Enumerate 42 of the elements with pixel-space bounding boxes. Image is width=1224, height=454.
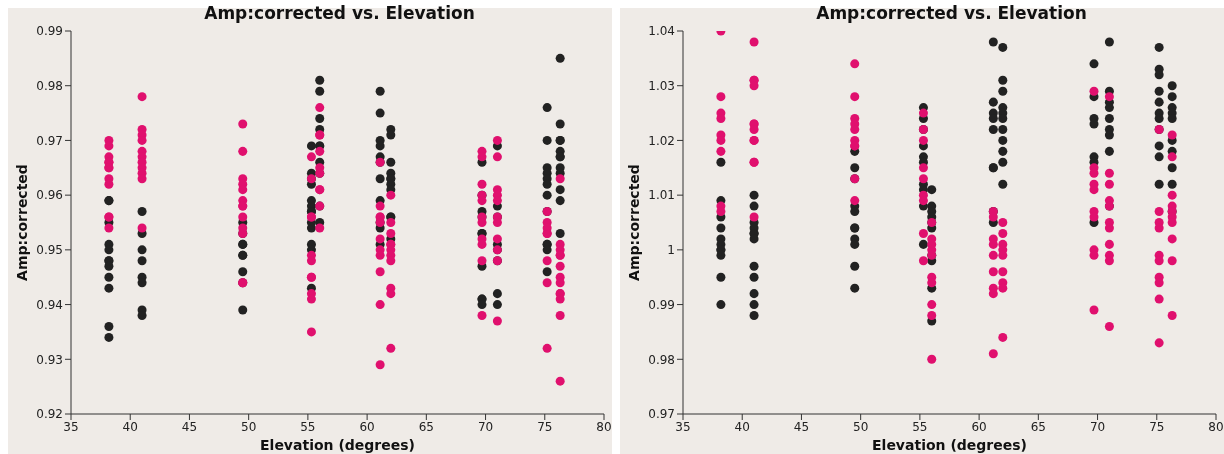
- x-tick-label: 40: [734, 419, 750, 434]
- x-tick-label: 70: [1089, 419, 1106, 434]
- chart-title: Amp:corrected vs. Elevation: [203, 3, 476, 23]
- chart-title: Amp:corrected vs. Elevation: [815, 3, 1088, 23]
- x-tick-label: 75: [537, 419, 553, 434]
- y-tick-label: 0.98: [648, 352, 675, 367]
- y-tick-label: 0.94: [36, 297, 63, 312]
- x-tick-label: 65: [418, 419, 434, 434]
- y-tick-label: 0.93: [36, 352, 63, 367]
- x-tick-label: 65: [1030, 419, 1046, 434]
- x-tick-label: 35: [675, 419, 691, 434]
- y-tick-label: 1.02: [648, 133, 675, 148]
- x-tick-label: 55: [300, 419, 316, 434]
- y-axis-title: Amp:corrected: [13, 164, 30, 281]
- y-tick-label: 0.99: [36, 24, 63, 39]
- x-axis-title: Elevation (degrees): [260, 437, 415, 453]
- y-tick-label: 0.98: [36, 78, 63, 93]
- y-tick-label: 0.97: [648, 407, 675, 422]
- x-tick-label: 70: [477, 419, 494, 434]
- x-tick-label: 60: [971, 419, 987, 434]
- x-tick-label: 60: [359, 419, 375, 434]
- y-tick-label: 1: [667, 243, 675, 258]
- x-tick-label: 80: [1208, 419, 1224, 434]
- y-tick-label: 0.95: [36, 243, 63, 258]
- y-tick-label: 0.99: [648, 297, 675, 312]
- x-tick-label: 80: [596, 419, 612, 434]
- x-tick-label: 50: [241, 419, 257, 434]
- x-tick-label: 45: [793, 419, 810, 434]
- y-tick-label: 1.04: [648, 24, 675, 39]
- y-tick-label: 0.92: [36, 407, 63, 422]
- x-tick-label: 45: [181, 419, 198, 434]
- x-axis-title: Elevation (degrees): [872, 437, 1027, 453]
- x-tick-label: 40: [122, 419, 138, 434]
- y-tick-label: 0.96: [36, 188, 63, 203]
- x-tick-label: 55: [912, 419, 928, 434]
- y-axis-title: Amp:corrected: [625, 164, 642, 281]
- y-tick-label: 1.01: [648, 188, 675, 203]
- y-tick-label: 0.97: [36, 133, 63, 148]
- y-tick-label: 1.03: [648, 78, 675, 93]
- x-tick-label: 35: [63, 419, 79, 434]
- x-tick-label: 50: [853, 419, 869, 434]
- x-tick-label: 75: [1149, 419, 1165, 434]
